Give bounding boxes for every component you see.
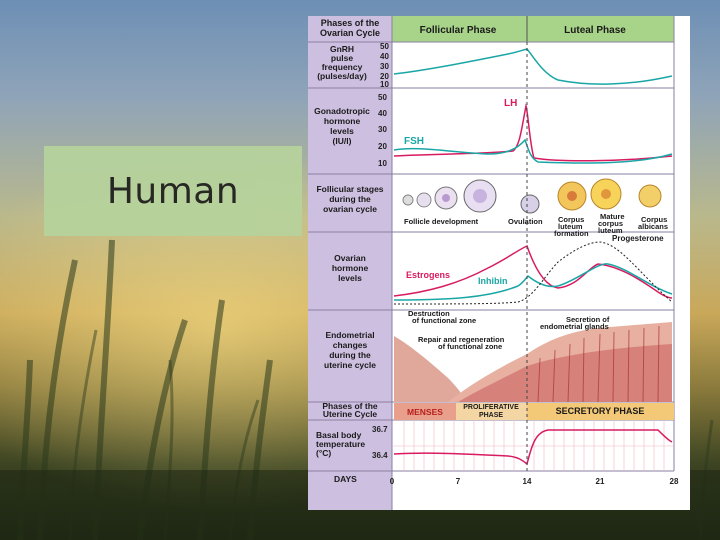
luteal-phase-header: Luteal Phase [564, 25, 626, 36]
fsh-line [393, 138, 673, 164]
destruction-label: Destruction of functional zone [408, 309, 476, 325]
label-column [308, 16, 392, 510]
day-tick-28: 28 [670, 477, 679, 486]
estrogens-label: Estrogens [406, 270, 450, 280]
svg-text:10: 10 [380, 80, 389, 89]
temp-high-tick: 36.7 [372, 425, 388, 434]
fsh-label: FSH [404, 136, 424, 147]
caption-follicle-development: Follicle development [404, 217, 479, 226]
svg-text:30: 30 [380, 62, 389, 71]
svg-text:30: 30 [378, 125, 387, 134]
secretory-bar [527, 403, 674, 420]
uterine-phases-label: Phases of the Uterine Cycle [322, 401, 378, 419]
gonadotropic-ticks: 50 40 30 20 10 [378, 93, 387, 168]
temp-low-tick: 36.4 [372, 451, 388, 460]
secretory-label: SECRETORY PHASE [556, 406, 645, 416]
repair-label: Repair and regeneration of functional zon… [418, 335, 505, 351]
days-label: DAYS [334, 474, 357, 484]
gonadotropic-label: Gonadotropic hormone levels (IU/l) [314, 106, 370, 146]
day-tick-21: 21 [596, 477, 605, 486]
slide-title-box: Human [44, 146, 302, 236]
endometrium-illustration [394, 322, 672, 403]
temperature-label: Basal body temperature (°C) [316, 430, 365, 458]
svg-text:40: 40 [378, 109, 387, 118]
gnrh-ticks: 50 40 30 20 10 [380, 42, 389, 89]
inhibin-line [393, 263, 673, 301]
proliferative-label: PROLIFERATIVE PHASE [463, 404, 519, 419]
ovarian-cycle-diagram: Follicular Phase Luteal Phase Phases of … [308, 16, 679, 510]
caption-corpus-luteum-formation: Corpus luteum formation [554, 215, 589, 238]
follicular-phase-header: Follicular Phase [420, 25, 497, 36]
svg-text:50: 50 [378, 93, 387, 102]
menses-bar [394, 403, 456, 420]
ovarian-hormone-label: Ovarian hormone levels [332, 253, 369, 283]
menses-label: MENSES [407, 407, 443, 417]
estrogens-line [393, 244, 673, 299]
proliferative-bar [456, 403, 527, 420]
caption-corpus-albicans: Corpus albicans [638, 215, 668, 231]
day-tick-14: 14 [523, 477, 532, 486]
progesterone-line [393, 241, 673, 305]
secretion-label: Secretion of endometrial glands [540, 315, 610, 331]
progesterone-label: Progesterone [612, 234, 664, 243]
svg-text:10: 10 [378, 159, 387, 168]
gnrh-label: GnRH pulse frequency (pulses/day) [317, 44, 367, 81]
follicular-stages-label: Follicular stages during the ovarian cycle [316, 184, 383, 214]
slide-title: Human [106, 170, 240, 212]
phases-ovarian-label: Phases of the Ovarian Cycle [320, 18, 380, 38]
caption-mature-corpus-luteum: Mature corpus luteum [598, 212, 625, 235]
lh-label: LH [504, 98, 517, 109]
day-tick-0: 0 [390, 477, 395, 486]
lh-line [393, 103, 673, 162]
svg-text:20: 20 [380, 72, 389, 81]
caption-ovulation: Ovulation [508, 217, 543, 226]
header-bar [392, 16, 674, 42]
follicle-drawings [402, 178, 662, 214]
endometrial-label: Endometrial changes during the uterine cycl… [324, 330, 376, 370]
svg-text:40: 40 [380, 52, 389, 61]
inhibin-label: Inhibin [478, 276, 508, 286]
temperature-line [393, 429, 673, 466]
gnrh-line [393, 48, 673, 85]
ovarian-cycle-figure: Follicular Phase Luteal Phase Phases of … [308, 16, 690, 510]
svg-text:50: 50 [380, 42, 389, 51]
day-tick-7: 7 [456, 477, 461, 486]
svg-text:20: 20 [378, 142, 387, 151]
